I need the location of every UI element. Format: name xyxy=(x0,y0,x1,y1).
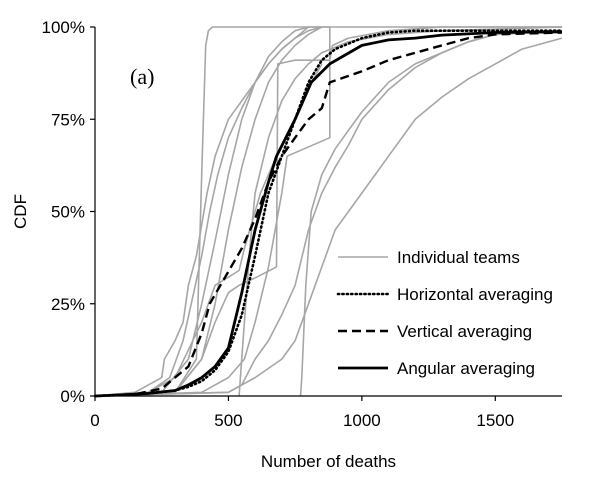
y-axis-title: CDF xyxy=(11,194,30,229)
x-tick-label: 1000 xyxy=(343,411,381,430)
x-axis-title: Number of deaths xyxy=(261,452,396,471)
y-tick-label: 25% xyxy=(51,295,85,314)
y-tick-label: 100% xyxy=(42,18,85,37)
series-line-individual-teams xyxy=(94,26,309,397)
series-line-individual-teams xyxy=(94,63,323,397)
series-line-individual-teams xyxy=(94,29,563,397)
series-layer xyxy=(93,26,564,398)
legend: Individual teams Horizontal averaging Vert… xyxy=(336,248,553,378)
ticks: 0% 25% 50% 75% 100% 0 500 1000 1500 xyxy=(42,18,515,430)
x-tick-label: 0 xyxy=(90,411,99,430)
series-line-angular-averaging xyxy=(94,30,563,398)
x-tick-label: 1500 xyxy=(476,411,514,430)
x-tick-label: 500 xyxy=(214,411,242,430)
series-line-horizontal-averaging xyxy=(93,29,564,398)
legend-label: Vertical averaging xyxy=(397,322,532,341)
y-tick-label: 50% xyxy=(51,203,85,222)
legend-label: Angular averaging xyxy=(397,359,535,378)
series-line-individual-teams xyxy=(94,26,323,397)
y-tick-label: 75% xyxy=(51,110,85,129)
y-tick-label: 0% xyxy=(60,387,85,406)
series-line-individual-teams xyxy=(299,29,563,397)
series-line-individual-teams xyxy=(238,26,563,397)
legend-label: Individual teams xyxy=(397,248,520,267)
panel-label: (a) xyxy=(130,64,154,89)
series-line-vertical-averaging xyxy=(94,31,563,398)
series-line-individual-teams xyxy=(94,37,563,397)
legend-label: Horizontal averaging xyxy=(397,285,553,304)
series-line-individual-teams xyxy=(94,26,562,397)
